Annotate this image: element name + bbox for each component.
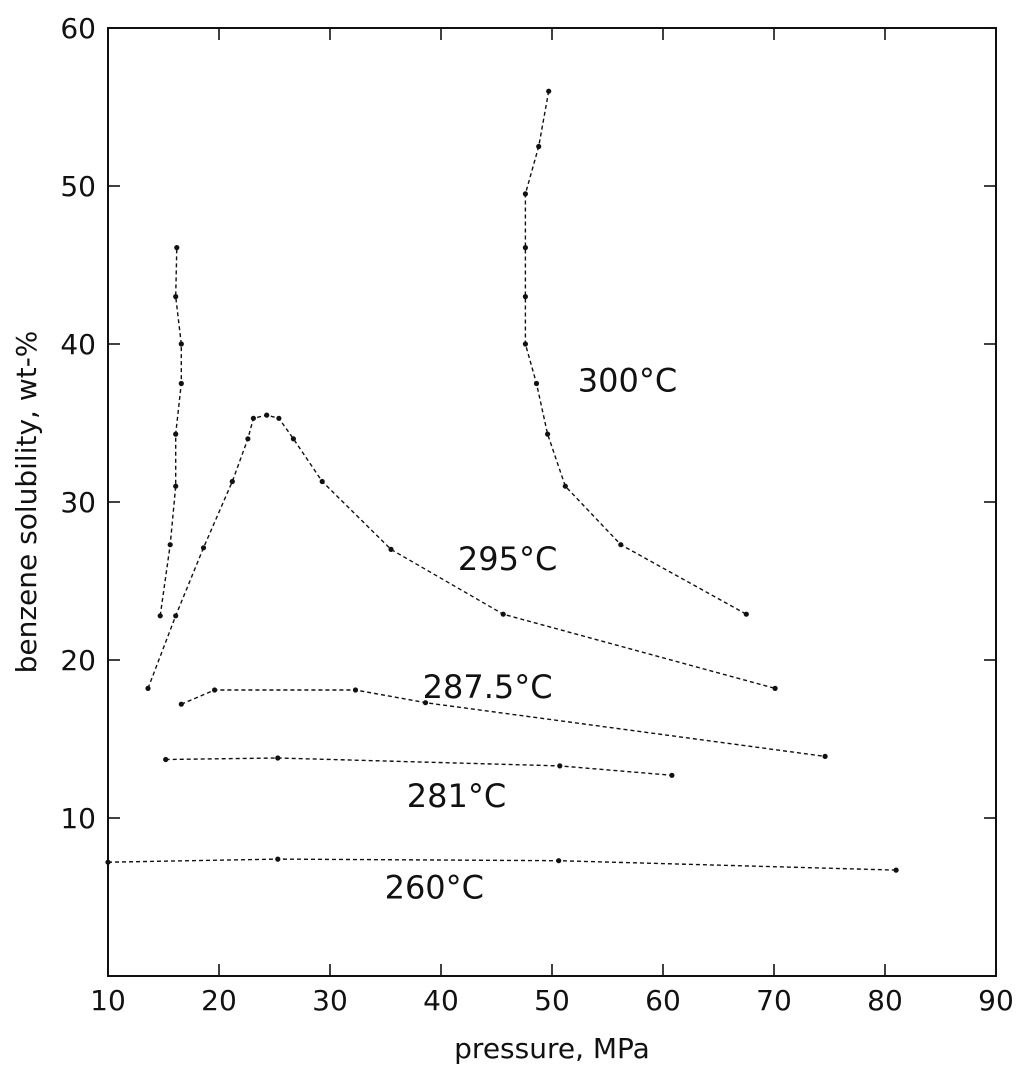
x-tick-label: 20 xyxy=(201,984,237,1017)
data-point xyxy=(536,143,542,150)
data-point xyxy=(276,415,282,421)
y-tick-label: 30 xyxy=(60,486,96,519)
data-point xyxy=(167,542,173,548)
data-point xyxy=(245,436,251,442)
x-tick-label: 10 xyxy=(90,984,126,1017)
data-point xyxy=(618,542,624,548)
data-point xyxy=(290,436,296,442)
data-point xyxy=(743,611,749,617)
series-line xyxy=(159,247,183,616)
y-tick-label: 10 xyxy=(60,802,96,835)
y-tick-label: 40 xyxy=(60,328,96,361)
series-label: 281°C xyxy=(407,777,506,815)
y-tick-label: 50 xyxy=(60,170,96,203)
data-point xyxy=(178,380,184,387)
data-point xyxy=(145,685,151,692)
data-point xyxy=(500,611,506,617)
data-point xyxy=(212,687,218,693)
series-label: 300°C xyxy=(578,361,677,399)
data-point xyxy=(174,245,180,251)
series-4 xyxy=(163,755,675,778)
data-point xyxy=(319,478,325,485)
y-axis-title: benzene solubility, wt-% xyxy=(10,331,43,674)
series-line xyxy=(165,757,672,776)
series-0 xyxy=(157,245,184,619)
data-point xyxy=(264,412,270,418)
data-point xyxy=(522,294,529,300)
data-point xyxy=(229,478,235,485)
data-point xyxy=(157,613,163,619)
x-tick-label: 50 xyxy=(534,984,570,1017)
data-point xyxy=(669,772,675,778)
data-point xyxy=(545,431,551,437)
data-point xyxy=(173,294,179,300)
data-point xyxy=(178,341,184,347)
series-label: 287.5°C xyxy=(423,668,553,706)
series-layer xyxy=(105,88,899,873)
series-line xyxy=(107,858,897,871)
x-axis-title: pressure, MPa xyxy=(454,1032,650,1065)
data-point xyxy=(163,756,169,763)
y-tick-label: 60 xyxy=(60,12,96,45)
data-point xyxy=(275,856,281,862)
x-tick-label: 70 xyxy=(756,984,792,1017)
data-point xyxy=(522,245,529,251)
data-point xyxy=(522,191,529,197)
data-point xyxy=(173,483,179,489)
series-1 xyxy=(522,88,749,617)
x-tick-label: 80 xyxy=(867,984,903,1017)
axes xyxy=(107,27,997,977)
y-tick-label: 20 xyxy=(60,644,96,677)
data-point xyxy=(422,700,429,706)
x-tick-label: 60 xyxy=(645,984,681,1017)
series-2 xyxy=(145,412,778,692)
data-point xyxy=(522,341,529,347)
series-3 xyxy=(178,687,828,760)
data-point xyxy=(546,88,552,94)
data-point xyxy=(822,753,828,760)
data-point xyxy=(388,546,394,553)
series-label-layer: 300°C 295°C 287.5°C 281°C 260°C xyxy=(385,361,678,906)
x-tick-label: 40 xyxy=(423,984,459,1017)
series-line xyxy=(524,91,747,615)
data-point xyxy=(250,415,256,421)
data-point xyxy=(557,763,563,769)
data-point xyxy=(562,483,568,489)
x-tick-label: 30 xyxy=(312,984,348,1017)
data-point xyxy=(533,380,540,387)
data-point xyxy=(772,685,778,692)
tick-layer: 10 20 30 40 50 60 70 80 90 10 20 30 40 50 60 xyxy=(60,12,1013,1017)
plot-frame xyxy=(107,27,997,977)
data-point xyxy=(178,701,184,707)
data-point xyxy=(893,867,899,873)
data-point xyxy=(173,431,179,437)
x-tick-label: 90 xyxy=(978,984,1014,1017)
data-point xyxy=(173,613,179,619)
series-5 xyxy=(105,856,899,873)
data-point xyxy=(200,545,207,551)
series-label: 295°C xyxy=(458,540,557,578)
series-label: 260°C xyxy=(385,869,484,907)
data-point xyxy=(556,858,562,864)
data-point xyxy=(352,687,359,693)
data-point xyxy=(275,755,281,761)
